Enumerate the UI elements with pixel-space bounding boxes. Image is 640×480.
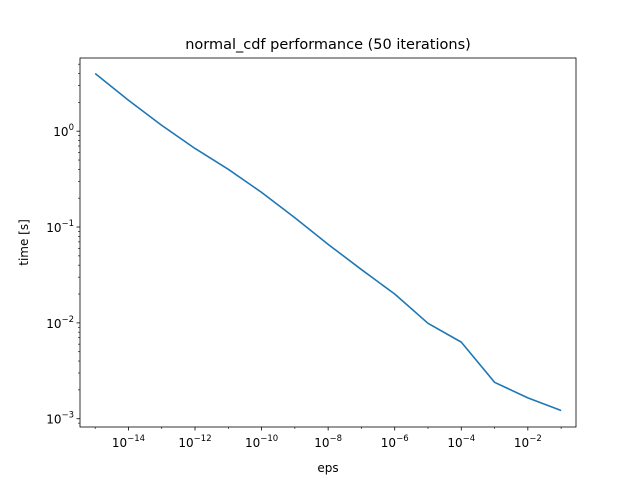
series-line <box>94 72 562 412</box>
x-tick-label: 10−2 <box>514 434 542 450</box>
y-tick-label: 10−3 <box>46 411 74 427</box>
y-axis-ticks: 100 10−1 10−2 10−3 <box>46 123 80 427</box>
y-tick-label: 100 <box>53 123 74 139</box>
x-axis-ticks: 10−14 10−12 10−10 10−8 10−6 10−4 10−2 <box>112 427 542 450</box>
x-tick-label: 10−8 <box>314 434 342 450</box>
x-tick-label: 10−14 <box>112 434 145 450</box>
y-axis-label: time [s] <box>17 219 31 266</box>
x-tick-label: 10−6 <box>381 434 409 450</box>
x-tick-label: 10−4 <box>447 434 475 450</box>
x-axis-label: eps <box>317 461 338 475</box>
y-tick-label: 10−1 <box>46 219 74 235</box>
chart-title: normal_cdf performance (50 iterations) <box>185 37 471 53</box>
x-tick-label: 10−10 <box>245 434 278 450</box>
x-tick-label: 10−12 <box>178 434 211 450</box>
plot-area <box>80 58 576 427</box>
series-layer <box>94 72 562 412</box>
y-tick-label: 10−2 <box>46 315 74 331</box>
plot-frame <box>79 57 577 428</box>
